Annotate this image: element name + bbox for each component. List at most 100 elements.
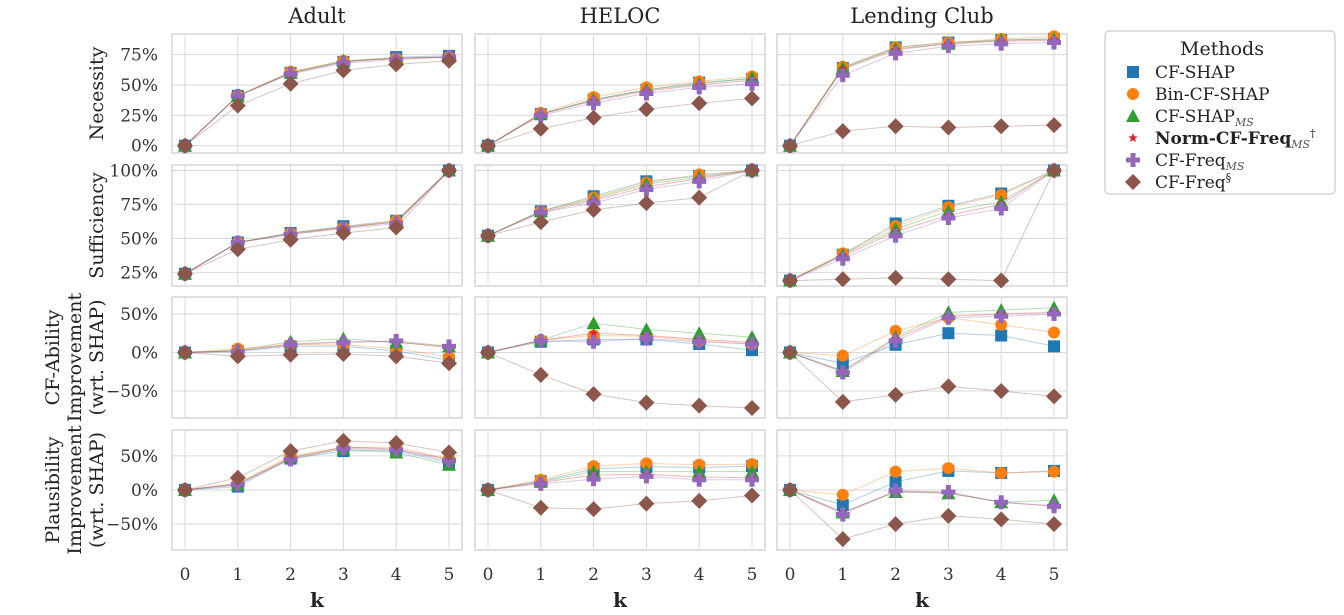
data-point-cf-freq bbox=[282, 346, 299, 363]
data-point-cf-shap-ms bbox=[692, 464, 707, 478]
data-point-cf-freq bbox=[177, 137, 193, 154]
series-line-cf-shap-ms bbox=[184, 170, 450, 275]
data-point-cf-freq bbox=[335, 62, 352, 79]
data-point-cf-freq bbox=[441, 444, 457, 461]
data-point-cf-freq bbox=[744, 487, 760, 504]
data-point-cf-freq bbox=[441, 355, 457, 372]
series-line-norm-cf-freq-ms bbox=[487, 473, 753, 491]
data-point-cf-freq bbox=[744, 399, 760, 416]
data-point-cf-freq bbox=[532, 120, 549, 137]
data-point-bin-cf-shap bbox=[640, 457, 653, 470]
series-line-cf-freq bbox=[789, 489, 1055, 540]
data-point-cf-freq bbox=[834, 393, 851, 410]
data-point-cf-freq bbox=[229, 241, 246, 258]
legend-entry-bin-cf-shap-1: Bin-CF-SHAP bbox=[1155, 85, 1270, 105]
y-tick-label: 50% bbox=[120, 229, 158, 249]
legend-entry-cf-freq-ms-4: CF-FreqMS bbox=[1155, 151, 1245, 173]
data-point-cf-freq bbox=[1046, 162, 1062, 179]
panel-background bbox=[776, 33, 1068, 154]
data-point-cf-freq bbox=[282, 231, 299, 248]
x-tick-label: 0 bbox=[180, 565, 191, 585]
data-point-cf-freq-ms bbox=[994, 309, 1009, 324]
series-line-cf-freq-ms bbox=[184, 340, 450, 353]
x-axis-label: k bbox=[915, 588, 930, 612]
data-point-cf-freq bbox=[1046, 117, 1062, 134]
series-line-cf-freq bbox=[487, 352, 753, 409]
panel-background bbox=[171, 33, 463, 154]
series-line-cf-shap-ms bbox=[184, 56, 450, 147]
column-title-adult: Adult bbox=[287, 4, 346, 28]
data-point-cf-freq bbox=[638, 495, 655, 512]
y-tick-label: 50% bbox=[120, 447, 158, 467]
panel-heloc-row-1 bbox=[474, 162, 766, 287]
series-line-norm-cf-freq-ms bbox=[789, 39, 1055, 146]
data-point-cf-freq bbox=[744, 90, 760, 107]
y-tick-label: −50% bbox=[106, 515, 158, 535]
data-point-cf-freq-ms bbox=[692, 472, 707, 487]
data-point-cf-freq-ms bbox=[1047, 35, 1061, 50]
panel-lending-club-row-2 bbox=[776, 296, 1068, 419]
data-point-cf-freq-ms bbox=[692, 80, 707, 95]
data-point-cf-freq bbox=[940, 119, 957, 136]
series-line-cf-freq-ms bbox=[184, 56, 450, 147]
data-point-cf-freq bbox=[388, 348, 405, 365]
series-line-norm-cf-freq-ms bbox=[487, 332, 753, 353]
data-point-cf-freq-ms bbox=[1047, 306, 1061, 321]
data-point-cf-freq bbox=[638, 394, 655, 411]
data-point-cf-freq-ms bbox=[639, 469, 654, 484]
data-point-cf-freq bbox=[480, 344, 496, 361]
legend-marker-bin-cf-shap bbox=[1127, 88, 1139, 100]
series-line-cf-shap-ms bbox=[487, 471, 752, 491]
data-point-cf-freq-ms bbox=[586, 334, 601, 349]
data-point-cf-freq-ms bbox=[835, 507, 850, 522]
series-line-cf-freq-ms bbox=[487, 169, 753, 237]
y-tick-label: 0% bbox=[131, 343, 158, 363]
series-line-bin-cf-shap bbox=[487, 462, 753, 491]
series-line-norm-cf-freq-ms bbox=[789, 169, 1055, 282]
series-line-cf-shap bbox=[184, 55, 450, 147]
series-line-cf-freq-ms bbox=[789, 42, 1055, 146]
series-line-cf-shap-ms bbox=[184, 448, 450, 491]
y-tick-label: 25% bbox=[120, 106, 158, 126]
legend-entry-cf-shap-ms-2: CF-SHAPMS bbox=[1155, 107, 1254, 129]
series-line-cf-freq-ms bbox=[789, 313, 1055, 374]
data-point-cf-freq-ms bbox=[336, 335, 351, 350]
row-label-3: PlausibilityImprovement(wrt. SHAP) bbox=[42, 425, 108, 555]
data-point-cf-freq bbox=[834, 123, 851, 140]
data-point-cf-freq bbox=[887, 516, 904, 533]
series-line-cf-freq-ms bbox=[184, 447, 450, 491]
data-point-cf-freq bbox=[335, 346, 352, 363]
series-line-norm-cf-freq-ms bbox=[184, 56, 450, 147]
series-line-cf-freq bbox=[789, 352, 1055, 403]
data-point-bin-cf-shap bbox=[1048, 465, 1060, 478]
series-line-norm-cf-freq-ms bbox=[789, 311, 1055, 372]
x-tick-label: 0 bbox=[483, 565, 494, 585]
series-line-bin-cf-shap bbox=[487, 334, 753, 353]
x-tick-label: 2 bbox=[890, 565, 901, 585]
data-point-cf-shap bbox=[889, 475, 902, 488]
series-line-cf-shap-ms bbox=[789, 489, 1055, 514]
series-line-cf-freq bbox=[487, 489, 753, 510]
panel-adult-row-2 bbox=[171, 296, 463, 419]
data-point-norm-cf-freq-ms bbox=[588, 328, 599, 338]
series-line-cf-shap bbox=[184, 449, 450, 491]
data-point-cf-freq bbox=[834, 271, 851, 288]
panel-background bbox=[776, 296, 1068, 419]
data-point-cf-freq bbox=[1046, 516, 1062, 533]
data-point-cf-freq bbox=[335, 432, 352, 449]
series-line-bin-cf-shap bbox=[789, 169, 1055, 282]
series-line-bin-cf-shap bbox=[487, 76, 753, 147]
x-tick-label: 4 bbox=[694, 565, 705, 585]
legend-frame bbox=[1104, 30, 1336, 195]
series-line-cf-freq bbox=[789, 170, 1055, 282]
series-line-cf-freq bbox=[184, 440, 450, 491]
data-point-cf-shap bbox=[836, 499, 849, 511]
data-point-cf-freq-ms bbox=[639, 182, 654, 197]
series-line-cf-shap-ms bbox=[789, 169, 1055, 282]
series-line-cf-freq bbox=[789, 124, 1055, 147]
series-line-cf-shap-ms bbox=[487, 77, 753, 147]
legend-title: Methods bbox=[1180, 38, 1264, 60]
data-point-cf-freq bbox=[940, 378, 957, 395]
x-tick-label: 3 bbox=[943, 565, 954, 585]
